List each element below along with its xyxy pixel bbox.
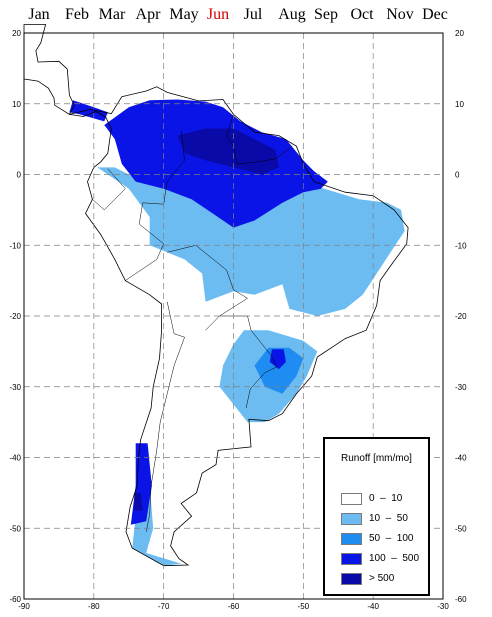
lat-tick-label-right: -20 [455, 312, 467, 321]
legend-swatch [341, 513, 362, 525]
month-may[interactable]: May [169, 6, 199, 23]
coastline-layer [23, 24, 409, 567]
lat-tick-label-right: -40 [455, 454, 467, 463]
runoff-zone-100-500-parana [269, 349, 286, 370]
month-oct[interactable]: Oct [350, 6, 374, 23]
lon-tick-label: -60 [228, 602, 240, 611]
runoff-zone-100-500-panama [69, 100, 108, 122]
lat-tick-label-left: -10 [9, 241, 21, 250]
lat-tick-label-left: -30 [9, 383, 21, 392]
legend-label: 50 – 100 [369, 533, 414, 544]
lat-tick-label-left: -50 [9, 524, 21, 533]
month-selector: Jan Feb Mar Apr May Jun Jul Aug Sep Oct Nov Dec [0, 0, 492, 30]
lon-tick-label: -30 [437, 602, 449, 611]
map-frame [23, 32, 444, 600]
lat-tick-label-right: 0 [455, 171, 460, 180]
lat-tick-label-right: -30 [455, 383, 467, 392]
legend-swatch [341, 553, 362, 565]
lon-tick-label: -50 [298, 602, 310, 611]
lat-tick-label-right: -50 [455, 524, 467, 533]
country-border [92, 168, 126, 211]
lat-tick-label-left: 0 [17, 171, 22, 180]
month-aug[interactable]: Aug [278, 6, 306, 23]
lat-tick-label-left: -20 [9, 312, 21, 321]
month-jan[interactable]: Jan [28, 6, 50, 23]
lon-tick-label: -90 [18, 602, 30, 611]
lat-tick-label-right: 20 [455, 29, 464, 38]
lon-tick-label: -40 [367, 602, 379, 611]
lon-tick-label: -70 [158, 602, 170, 611]
runoff-zone-over-500 [177, 128, 279, 175]
month-jul[interactable]: Jul [243, 6, 263, 23]
lat-tick-label-left: 20 [12, 29, 21, 38]
month-feb[interactable]: Feb [65, 6, 89, 23]
month-jun[interactable]: Jun [206, 6, 230, 23]
legend-label: 0 – 10 [369, 493, 403, 504]
coastline-central-america [23, 24, 75, 115]
coastline [69, 86, 409, 567]
country-border [219, 315, 278, 409]
legend-label: > 500 [369, 573, 395, 584]
legend: Runoff [mm/mo] 0 – 10 10 – 50 50 – 100 100 … [323, 437, 430, 596]
runoff-zone-50-100 [254, 347, 304, 394]
country-border [226, 114, 293, 165]
legend-swatch [341, 493, 362, 505]
lon-tick-label: -80 [88, 602, 100, 611]
lat-tick-label-right: -10 [455, 241, 467, 250]
lat-tick-label-left: -40 [9, 454, 21, 463]
month-sep[interactable]: Sep [314, 6, 338, 23]
runoff-zone-100-500 [104, 99, 328, 228]
month-nov[interactable]: Nov [386, 6, 414, 23]
legend-label: 10 – 50 [369, 513, 408, 524]
lat-tick-label-right: 10 [455, 100, 464, 109]
lat-tick-label-left: -60 [9, 595, 21, 604]
runoff-zone-over-500-chile [134, 492, 143, 511]
month-apr[interactable]: Apr [135, 6, 161, 23]
legend-item: 50 – 100 [341, 533, 431, 547]
legend-item: 0 – 10 [341, 493, 431, 507]
legend-swatch [341, 573, 362, 585]
legend-title: Runoff [mm/mo] [341, 453, 412, 464]
lat-tick-label-right: -60 [455, 595, 467, 604]
tick-labels: -90 -80 -70 -60 -50 -40 -30 20 20 10 10 0 0 -10 -10 -20… [9, 29, 467, 611]
land-base-central-america [24, 24, 75, 115]
legend-item: > 500 [341, 573, 431, 587]
legend-label: 100 – 500 [369, 553, 420, 564]
country-border [125, 130, 185, 281]
legend-swatch [341, 533, 362, 545]
legend-item: 100 – 500 [341, 553, 431, 567]
runoff-zone-10-50 [97, 167, 405, 316]
legend-item: 10 – 50 [341, 513, 431, 527]
month-mar[interactable]: Mar [98, 6, 126, 23]
month-dec[interactable]: Dec [422, 6, 448, 23]
lat-tick-label-left: 10 [12, 100, 21, 109]
runoff-layer [24, 24, 409, 566]
graticule [24, 33, 443, 599]
